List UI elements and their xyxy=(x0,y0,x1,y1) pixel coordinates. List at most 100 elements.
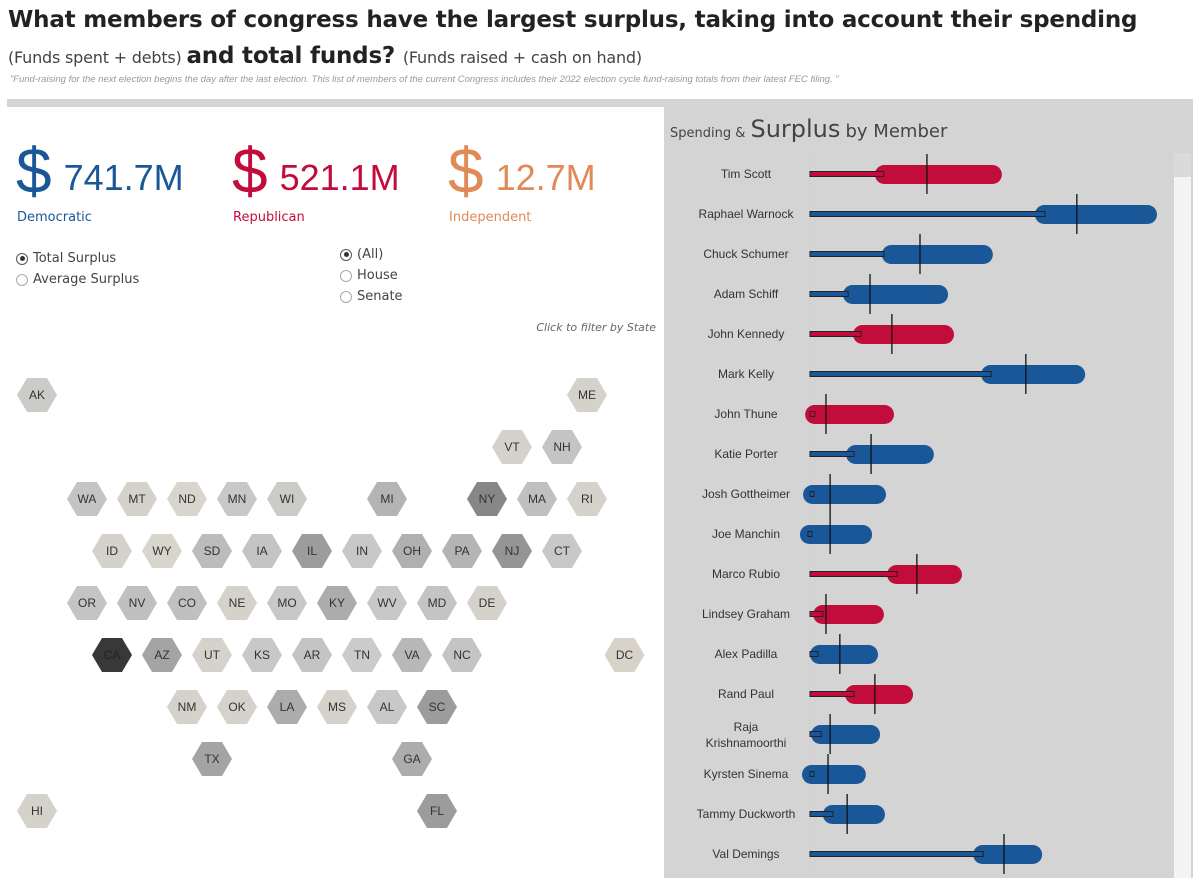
state-hex-ga[interactable]: GA xyxy=(392,742,432,776)
member-row[interactable]: John Thune xyxy=(714,394,894,434)
member-row[interactable]: Tammy Duckworth xyxy=(697,794,885,834)
state-hex-sc[interactable]: SC xyxy=(417,690,457,724)
spending-bar[interactable] xyxy=(809,371,992,377)
surplus-bar[interactable] xyxy=(846,445,934,464)
radio-house[interactable]: House xyxy=(340,265,403,286)
state-hex-dc[interactable]: DC xyxy=(604,638,645,672)
state-hex-az[interactable]: AZ xyxy=(142,638,182,672)
member-row[interactable]: Adam Schiff xyxy=(714,274,949,314)
state-hex-de[interactable]: DE xyxy=(467,586,507,620)
state-hex-ri[interactable]: RI xyxy=(567,482,607,516)
state-hex-wy[interactable]: WY xyxy=(142,534,182,568)
member-row[interactable]: Lindsey Graham xyxy=(702,594,884,634)
state-hex-il[interactable]: IL xyxy=(292,534,332,568)
radio-all[interactable]: (All) xyxy=(340,244,403,265)
state-hex-co[interactable]: CO xyxy=(167,586,207,620)
spending-bar[interactable] xyxy=(809,731,822,737)
surplus-bar[interactable] xyxy=(810,645,879,664)
state-hex-wa[interactable]: WA xyxy=(67,482,107,516)
state-hex-ok[interactable]: OK xyxy=(217,690,257,724)
surplus-bar[interactable] xyxy=(802,765,866,784)
state-hex-hi[interactable]: HI xyxy=(17,794,57,828)
surplus-bar[interactable] xyxy=(803,485,886,504)
state-hex-va[interactable]: VA xyxy=(392,638,432,672)
surplus-bar[interactable] xyxy=(853,325,955,344)
state-hex-mn[interactable]: MN xyxy=(217,482,257,516)
spending-bar[interactable] xyxy=(809,291,849,297)
member-row[interactable]: Raphael Warnock xyxy=(699,194,1157,234)
member-row[interactable]: Kyrsten Sinema xyxy=(704,754,866,794)
state-hex-ks[interactable]: KS xyxy=(242,638,282,672)
spending-bar[interactable] xyxy=(809,211,1046,217)
state-hex-nd[interactable]: ND xyxy=(167,482,207,516)
spending-bar[interactable] xyxy=(807,531,813,537)
state-hex-vt[interactable]: VT xyxy=(492,430,532,464)
surplus-bar[interactable] xyxy=(973,845,1043,864)
radio-unchecked-icon[interactable] xyxy=(340,290,352,303)
state-hex-ma[interactable]: MA xyxy=(517,482,557,516)
surplus-bar[interactable] xyxy=(842,285,949,304)
spending-bar[interactable] xyxy=(809,411,816,417)
spending-bar[interactable] xyxy=(809,571,898,577)
state-hex-ar[interactable]: AR xyxy=(292,638,332,672)
state-hex-ne[interactable]: NE xyxy=(217,586,257,620)
radio-unchecked-icon[interactable] xyxy=(340,269,352,282)
radio-unchecked-icon[interactable] xyxy=(16,273,28,286)
surplus-bar[interactable] xyxy=(981,365,1086,384)
surplus-bar[interactable] xyxy=(874,165,1002,184)
surplus-bar[interactable] xyxy=(811,725,881,744)
member-row[interactable]: John Kennedy xyxy=(708,314,955,354)
surplus-bar[interactable] xyxy=(799,525,873,544)
state-hex-nv[interactable]: NV xyxy=(117,586,157,620)
state-hex-ct[interactable]: CT xyxy=(542,534,582,568)
spending-bar[interactable] xyxy=(809,651,819,657)
radio-total-surplus[interactable]: Total Surplus xyxy=(16,248,139,269)
surplus-bar[interactable] xyxy=(887,565,962,584)
spending-bar[interactable] xyxy=(809,611,824,617)
member-row[interactable]: Josh Gottheimer xyxy=(702,474,886,514)
radio-checked-icon[interactable] xyxy=(340,248,352,261)
state-hex-ak[interactable]: AK xyxy=(17,378,57,412)
state-hex-or[interactable]: OR xyxy=(67,586,107,620)
surplus-bar[interactable] xyxy=(845,685,914,704)
spending-bar[interactable] xyxy=(809,811,834,817)
member-row[interactable]: Alex Padilla xyxy=(715,634,879,674)
member-row[interactable]: Raja Krishnamoorthi xyxy=(706,714,881,754)
state-hex-nh[interactable]: NH xyxy=(542,430,582,464)
state-hex-sd[interactable]: SD xyxy=(192,534,232,568)
spending-bar[interactable] xyxy=(809,691,855,697)
member-row[interactable]: Val Demings xyxy=(712,834,1043,874)
spending-bar[interactable] xyxy=(809,491,815,497)
state-hex-mt[interactable]: MT xyxy=(117,482,157,516)
spending-bar[interactable] xyxy=(809,771,815,777)
state-hex-ut[interactable]: UT xyxy=(192,638,232,672)
state-hex-fl[interactable]: FL xyxy=(417,794,457,828)
state-hex-ky[interactable]: KY xyxy=(317,586,357,620)
member-row[interactable]: Mark Kelly xyxy=(718,354,1086,394)
surplus-bar[interactable] xyxy=(822,805,885,824)
state-hex-ny[interactable]: NY xyxy=(467,482,507,516)
spending-bar[interactable] xyxy=(809,251,885,257)
state-hex-ms[interactable]: MS xyxy=(317,690,357,724)
surplus-bar[interactable] xyxy=(1034,205,1157,224)
surplus-bar[interactable] xyxy=(805,405,894,424)
state-hex-mo[interactable]: MO xyxy=(267,586,307,620)
spending-bar[interactable] xyxy=(809,451,855,457)
state-hex-ca[interactable]: CA xyxy=(92,638,132,672)
spending-bar[interactable] xyxy=(809,331,862,337)
state-hex-ia[interactable]: IA xyxy=(242,534,282,568)
spending-bar[interactable] xyxy=(809,171,885,177)
radio-checked-icon[interactable] xyxy=(16,252,28,265)
state-hex-nm[interactable]: NM xyxy=(167,690,207,724)
state-hex-la[interactable]: LA xyxy=(267,690,307,724)
state-hex-me[interactable]: ME xyxy=(567,378,607,412)
chart-scrollbar[interactable] xyxy=(1174,153,1191,878)
state-hex-wv[interactable]: WV xyxy=(367,586,407,620)
spending-bar[interactable] xyxy=(809,851,984,857)
surplus-bar[interactable] xyxy=(813,605,884,624)
member-row[interactable]: Katie Porter xyxy=(714,434,934,474)
state-hex-pa[interactable]: PA xyxy=(442,534,482,568)
state-hex-tx[interactable]: TX xyxy=(192,742,232,776)
state-hex-wi[interactable]: WI xyxy=(267,482,307,516)
member-row[interactable]: Tim Scott xyxy=(721,154,1002,194)
